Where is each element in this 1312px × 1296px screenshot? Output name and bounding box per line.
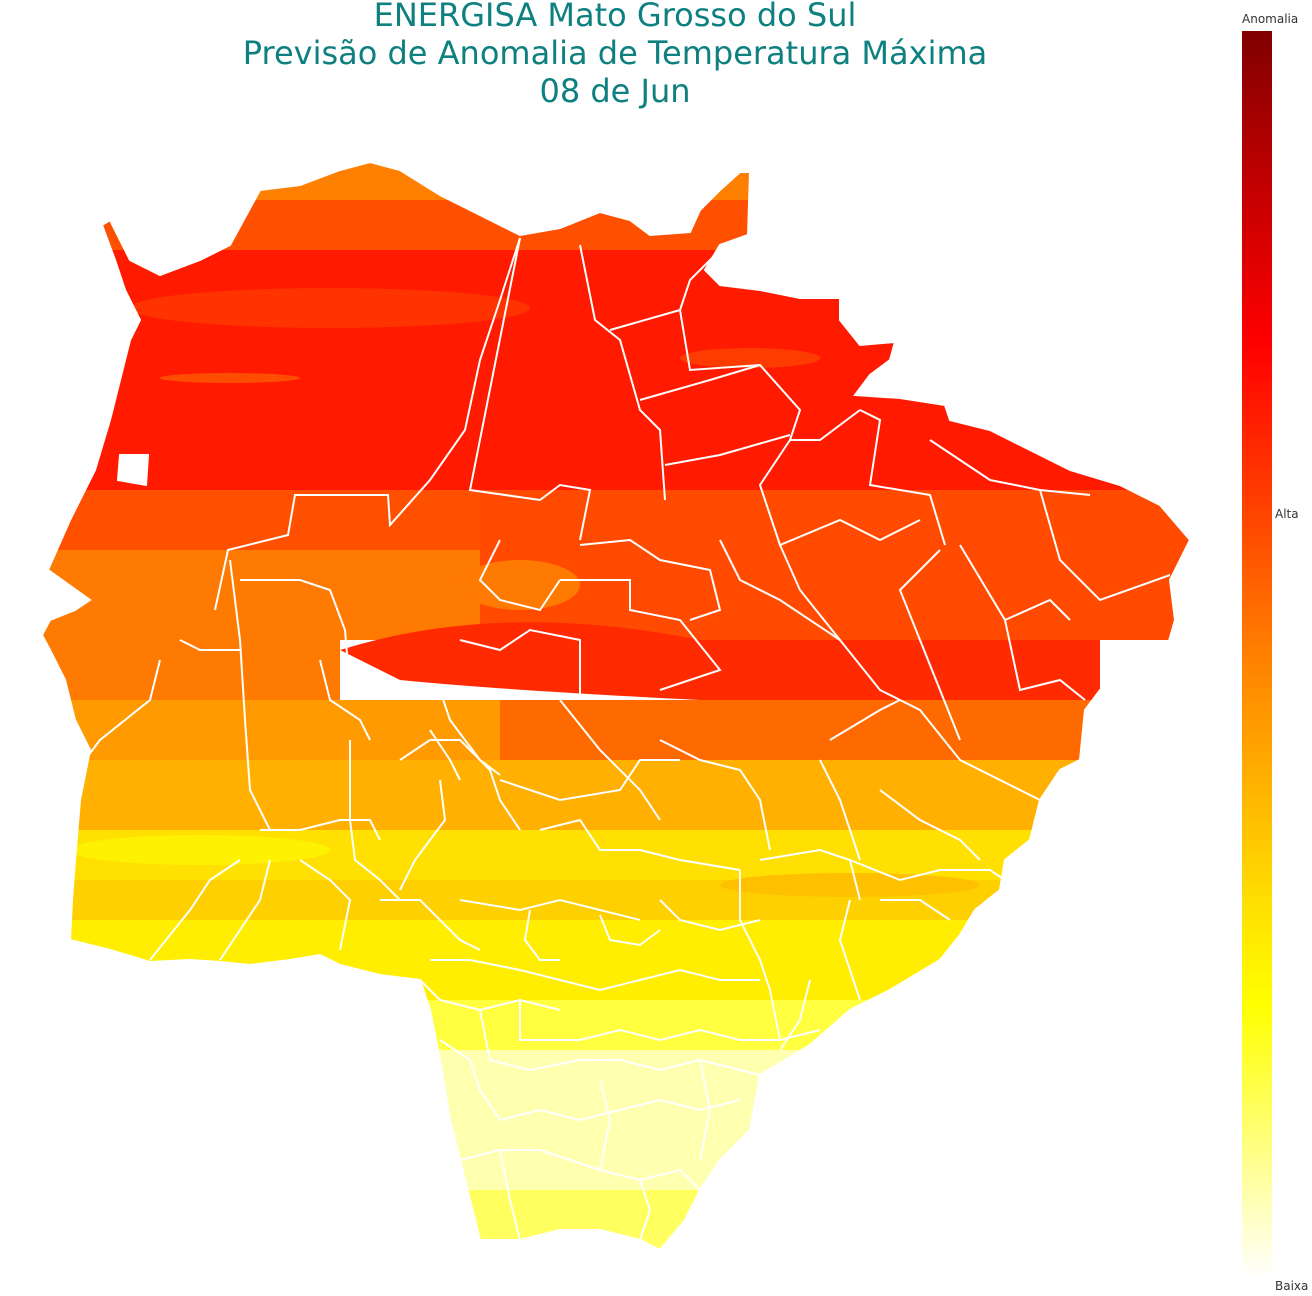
- municipality-borders: [84, 237, 1171, 1241]
- map-title-line2: Previsão de Anomalia de Temperatura Máxi…: [242, 34, 988, 72]
- colorbar-low-label: Baixa: [1275, 1279, 1309, 1293]
- anomaly-raster: [42, 162, 1190, 1250]
- colorbar-title: Anomalia: [1242, 12, 1299, 26]
- colorbar-high-label: Alta: [1275, 507, 1299, 521]
- colorbar: [1242, 31, 1272, 1279]
- map-title-line1: ENERGISA Mato Grosso do Sul: [373, 0, 857, 34]
- state-map: [41, 161, 1191, 1251]
- map-title-date: 08 de Jun: [539, 72, 691, 110]
- lake-shape: [116, 454, 150, 487]
